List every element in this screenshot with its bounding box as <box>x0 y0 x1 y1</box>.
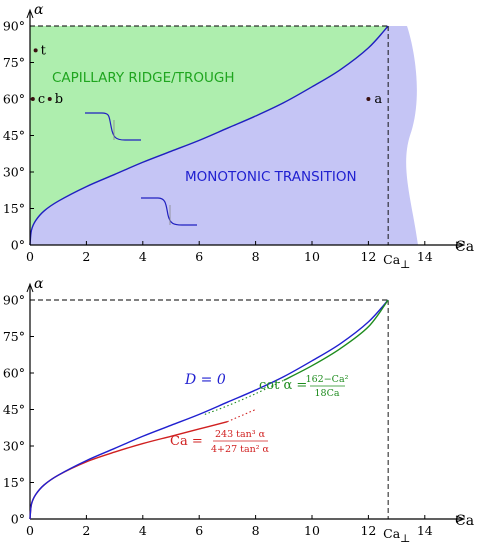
y-tick-label: 90° <box>3 19 25 34</box>
x-tick-label: 0 <box>26 523 34 538</box>
cot-formula-denominator: 18Ca <box>314 388 339 399</box>
x-tick-label: 14 <box>417 249 433 264</box>
point-label-a: a <box>374 92 382 107</box>
point-a <box>366 97 371 101</box>
x-tick-label: 8 <box>252 249 260 264</box>
d-zero-label: D = 0 <box>184 372 226 388</box>
capillary-ridge-label: CAPILLARY RIDGE/TROUGH <box>52 70 234 86</box>
boundary-curve <box>29 25 389 246</box>
ca-perp-tick-label: Ca⊥ <box>383 526 410 545</box>
y-tick-label: 45° <box>3 402 25 417</box>
y-tick-label: 45° <box>3 128 25 143</box>
y-tick-label: 15° <box>3 201 25 216</box>
point-label-b: b <box>55 92 63 107</box>
series-cot-formula-line <box>283 299 389 381</box>
point-c <box>30 97 35 101</box>
x-tick-label: 2 <box>82 523 90 538</box>
ridge-profile-icon <box>85 112 141 141</box>
x-tick-label: 4 <box>139 523 147 538</box>
x-tick-label: 8 <box>252 523 260 538</box>
cot-formula-numerator: 162−Ca² <box>306 374 349 385</box>
ca-formula-denominator: 4+27 tan² α <box>211 444 270 455</box>
y-tick-label: 0° <box>11 512 25 527</box>
x-tick-label: 6 <box>195 523 203 538</box>
top-chart: 0 2 4 6 8 10 12 14 0° 15° 30° 45° 60° 75° 90° Ca⊥ Ca α CAP… <box>3 2 474 271</box>
x-tick-label: 10 <box>304 249 320 264</box>
point-b <box>47 97 52 101</box>
x-tick-label: 0 <box>26 249 34 264</box>
ca-formula-label: Ca = <box>170 434 203 449</box>
y-tick-label: 30° <box>3 165 25 180</box>
point-label-t: t <box>41 43 47 58</box>
y-tick-label: 60° <box>3 366 25 381</box>
x-axis-label: Ca <box>455 513 474 529</box>
x-tick-label: 12 <box>360 249 376 264</box>
y-tick-label: 90° <box>3 293 25 308</box>
point-t <box>33 48 38 53</box>
y-tick-label: 60° <box>3 92 25 107</box>
series-ca-formula-extension <box>227 408 256 423</box>
y-tick-label: 0° <box>11 238 25 253</box>
x-tick-label: 12 <box>360 523 376 538</box>
x-axis-arrow <box>455 241 466 249</box>
x-tick-label: 10 <box>304 523 320 538</box>
y-tick-label: 30° <box>3 439 25 454</box>
y-tick-label: 15° <box>3 475 25 490</box>
y-tick-label: 75° <box>3 329 25 344</box>
y-axis-label: α <box>34 2 44 18</box>
monotonic-transition-label: MONOTONIC TRANSITION <box>185 169 357 185</box>
y-axis-arrow <box>26 282 34 293</box>
cot-formula-label: cot α = <box>259 378 307 393</box>
ca-formula-numerator: 243 tan³ α <box>215 429 266 440</box>
x-axis-arrow <box>455 515 466 523</box>
y-tick-label: 75° <box>3 55 25 70</box>
series-d-zero-line <box>29 299 389 520</box>
bottom-chart: 0 2 4 6 8 10 12 14 0° 15° 30° 45° 60° 75° 90° Ca⊥ Ca α D =… <box>3 276 474 545</box>
x-tick-label: 6 <box>195 249 203 264</box>
x-tick-label: 2 <box>82 249 90 264</box>
monotonic-profile-icon <box>141 197 197 226</box>
x-axis-label: Ca <box>455 239 474 255</box>
ca-perp-tick-label: Ca⊥ <box>383 252 410 271</box>
series-cot-formula-extension <box>204 379 285 415</box>
point-label-c: c <box>38 92 45 107</box>
y-axis-label: α <box>34 276 44 292</box>
x-tick-label: 4 <box>139 249 147 264</box>
y-axis-arrow <box>26 8 34 19</box>
x-tick-label: 14 <box>417 523 433 538</box>
